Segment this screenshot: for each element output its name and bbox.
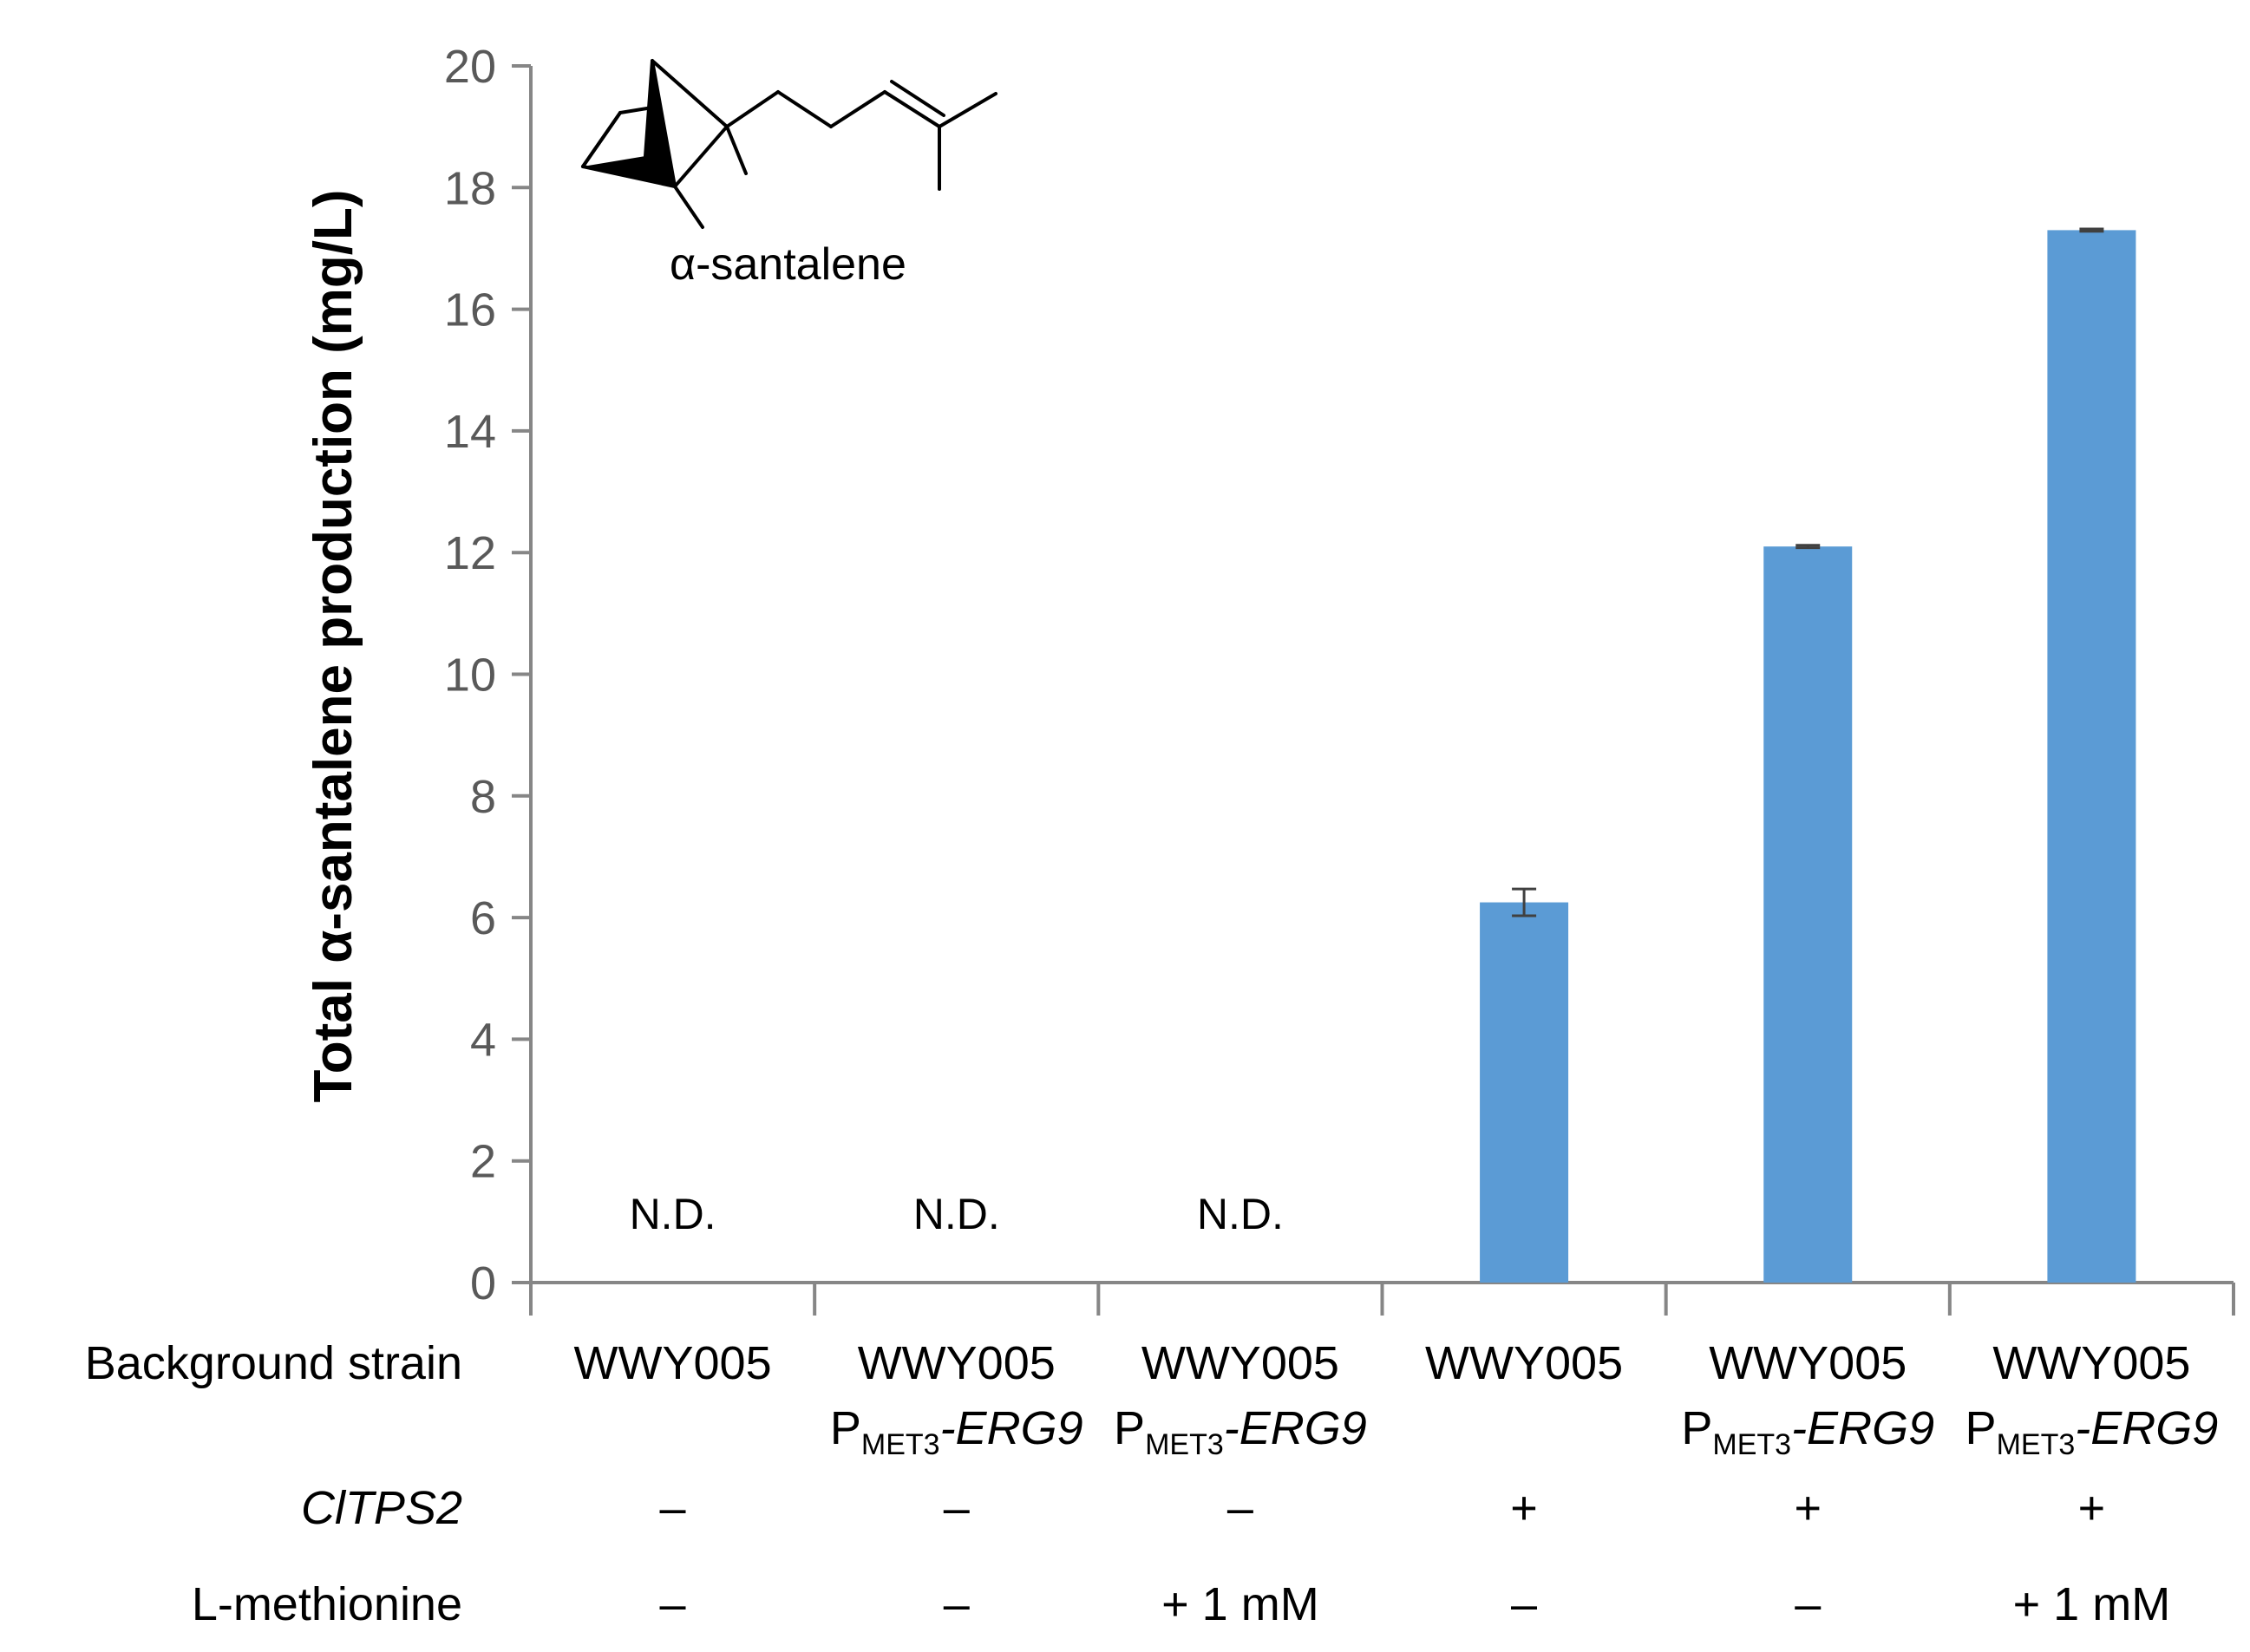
not-detected-label: N.D.	[630, 1190, 716, 1238]
y-tick-label: 10	[444, 650, 496, 702]
not-detected-label: N.D.	[1197, 1190, 1284, 1238]
strain-genotype-label: PMET3-ERG9	[1681, 1402, 1934, 1461]
row-label: Background strain	[85, 1337, 462, 1389]
y-tick-label: 20	[444, 41, 496, 93]
row-value: +	[2078, 1482, 2106, 1534]
bar	[2047, 230, 2136, 1283]
row-value: –	[1511, 1578, 1537, 1630]
y-tick-label: 0	[470, 1257, 496, 1309]
strain-genotype-label: PMET3-ERG9	[1965, 1402, 2219, 1461]
alpha-santalene-structure-icon	[581, 59, 997, 229]
row-value: + 1 mM	[2013, 1578, 2171, 1630]
y-tick-label: 8	[470, 771, 496, 823]
row-value: –	[660, 1482, 686, 1534]
row-label: ClTPS2	[301, 1482, 462, 1534]
bar	[1480, 902, 1569, 1283]
row-value: –	[944, 1482, 970, 1534]
molecule-label: α-santalene	[670, 239, 906, 290]
row-value: –	[944, 1578, 970, 1630]
y-tick-label: 18	[444, 162, 496, 214]
y-tick-label: 4	[470, 1014, 496, 1066]
row-value: –	[1227, 1482, 1253, 1534]
row-value: + 1 mM	[1161, 1578, 1319, 1630]
y-tick-label: 6	[470, 892, 496, 944]
y-tick-label: 16	[444, 284, 496, 336]
strain-genotype-label: PMET3-ERG9	[1114, 1402, 1367, 1461]
row-value: +	[1794, 1482, 1822, 1534]
strain-label: WWY005	[1141, 1337, 1339, 1389]
not-detected-label: N.D.	[913, 1190, 1000, 1238]
strain-genotype-label: PMET3-ERG9	[830, 1402, 1083, 1461]
strain-label: WWY005	[1709, 1337, 1907, 1389]
row-value: –	[660, 1578, 686, 1630]
bar	[1763, 546, 1853, 1283]
row-value: +	[1510, 1482, 1538, 1534]
y-axis-title: Total α-santalene production (mg/L)	[304, 189, 363, 1102]
row-label: L-methionine	[192, 1578, 462, 1630]
y-tick-label: 14	[444, 406, 496, 458]
strain-label: WWY005	[1425, 1337, 1623, 1389]
strain-label: WWY005	[858, 1337, 1056, 1389]
y-tick-label: 2	[470, 1136, 496, 1188]
strain-label: WWY005	[574, 1337, 772, 1389]
row-value: –	[1795, 1578, 1821, 1630]
strain-label: WWY005	[1992, 1337, 2190, 1389]
y-tick-label: 12	[444, 527, 496, 579]
